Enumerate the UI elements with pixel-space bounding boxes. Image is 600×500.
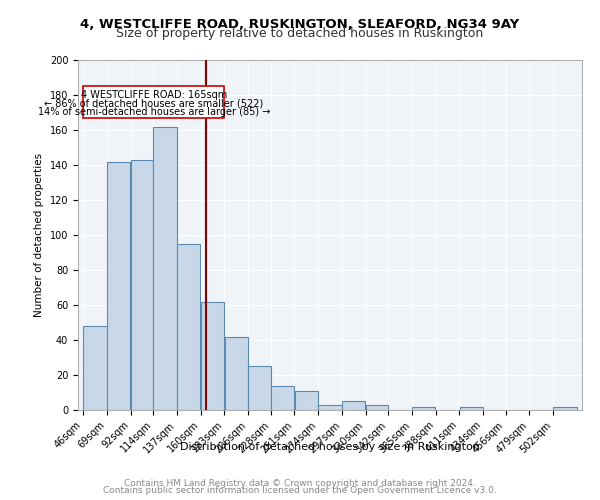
Text: Distribution of detached houses by size in Ruskington: Distribution of detached houses by size … [180,442,480,452]
Text: Size of property relative to detached houses in Ruskington: Size of property relative to detached ho… [116,28,484,40]
Bar [107,162,130,410]
Bar [412,406,436,410]
Bar [319,405,341,410]
Text: 4, WESTCLIFFE ROAD, RUSKINGTON, SLEAFORD, NG34 9AY: 4, WESTCLIFFE ROAD, RUSKINGTON, SLEAFORD… [80,18,520,30]
Text: Contains public sector information licensed under the Open Government Licence v3: Contains public sector information licen… [103,486,497,495]
Bar [83,326,107,410]
Bar [342,401,365,410]
Bar [248,366,271,410]
Bar [177,244,200,410]
Text: ← 86% of detached houses are smaller (522): ← 86% of detached houses are smaller (52… [44,98,263,108]
Bar [366,405,388,410]
Bar [271,386,294,410]
Text: 4 WESTCLIFFE ROAD: 165sqm: 4 WESTCLIFFE ROAD: 165sqm [80,90,227,100]
Text: 14% of semi-detached houses are larger (85) →: 14% of semi-detached houses are larger (… [38,108,270,118]
FancyBboxPatch shape [83,86,224,118]
Bar [295,391,318,410]
Bar [201,302,224,410]
Bar [224,336,248,410]
Bar [154,126,177,410]
Bar [553,406,577,410]
Text: Contains HM Land Registry data © Crown copyright and database right 2024.: Contains HM Land Registry data © Crown c… [124,478,476,488]
Bar [131,160,153,410]
Bar [460,406,483,410]
Y-axis label: Number of detached properties: Number of detached properties [34,153,44,317]
